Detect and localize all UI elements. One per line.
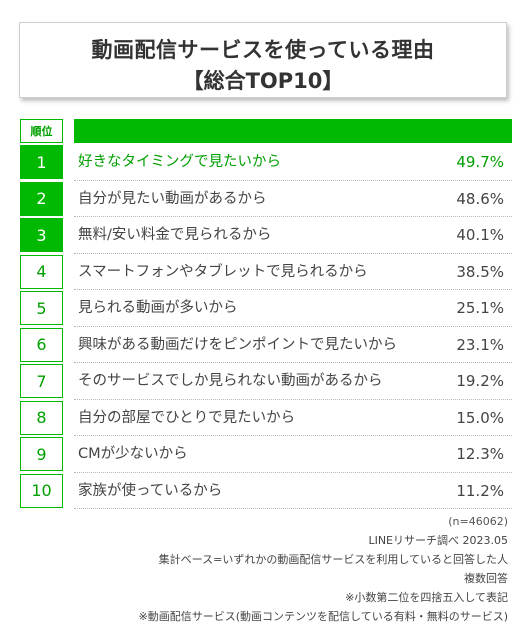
row-divider xyxy=(74,362,512,363)
rank-cell: 3 xyxy=(20,218,63,252)
reason-label: 自分の部屋でひとりで見たいから xyxy=(78,409,296,426)
table-row: 2 自分が見たい動画があるから 48.6% xyxy=(20,181,512,219)
chart-subtitle: 【総合TOP10】 xyxy=(182,69,344,93)
row-divider xyxy=(74,252,512,254)
percent-value: 11.2% xyxy=(456,481,504,500)
rank-cell: 1 xyxy=(20,145,63,179)
table-body: 1 好きなタイミングで見たいから 49.7% 2 自分が見たい動画があるから 48.6% 3… xyxy=(20,145,512,510)
rank-header: 順位 xyxy=(20,119,63,143)
row-divider xyxy=(74,398,512,400)
row-divider xyxy=(74,216,512,217)
table-row: 5 見られる動画が多いから 25.1% xyxy=(20,291,512,328)
definition-note: ※動画配信サービス(動画コンテンツを配信している有料・無料のサービス) xyxy=(138,610,508,623)
table-row: 8 自分の部屋でひとりで見たいから 15.0% xyxy=(20,400,512,438)
table-row: 3 無料/安い料金で見られるから 40.1% xyxy=(20,218,512,255)
notes: (n=46062) LINEリサーチ調べ 2023.05 集計ベース=いずれかの… xyxy=(139,512,508,626)
percent-value: 38.5% xyxy=(456,262,504,281)
table-row: 7 そのサービスでしか見られない動画があるから 19.2% xyxy=(20,364,512,401)
reason-label: そのサービスでしか見られない動画があるから xyxy=(78,373,383,389)
percent-value: 15.0% xyxy=(456,408,504,427)
reason-label: 家族が使っているから xyxy=(78,482,223,499)
percent-value: 23.1% xyxy=(456,335,504,354)
rank-cell: 2 xyxy=(20,181,63,216)
percent-value: 48.6% xyxy=(456,189,504,208)
percent-value: 49.7% xyxy=(456,153,504,171)
table-header: 順位 xyxy=(20,119,512,145)
rounding-note: ※小数第二位を四捨五入して表記 xyxy=(345,591,508,604)
chart-title: 動画配信サービスを使っている理由 xyxy=(91,38,435,62)
row-divider xyxy=(74,179,512,181)
title-box: 動画配信サービスを使っている理由 【総合TOP10】 xyxy=(19,22,507,98)
percent-value: 40.1% xyxy=(456,226,504,244)
reason-label: 自分が見たい動画があるから xyxy=(78,190,267,207)
rank-cell: 5 xyxy=(20,291,63,325)
percent-value: 25.1% xyxy=(456,299,504,317)
rank-cell: 4 xyxy=(20,254,63,289)
percent-value: 12.3% xyxy=(456,445,504,463)
multi-answer-note: 複数回答 xyxy=(464,572,508,585)
rank-cell: 9 xyxy=(20,437,63,471)
reason-label: 好きなタイミングで見たいから xyxy=(78,154,281,170)
rank-cell: 8 xyxy=(20,400,63,435)
table-row: 10 家族が使っているから 11.2% xyxy=(20,473,512,511)
table-row: 4 スマートフォンやタブレットで見られるから 38.5% xyxy=(20,254,512,292)
row-divider xyxy=(74,325,512,327)
table-row: 1 好きなタイミングで見たいから 49.7% xyxy=(20,145,512,182)
row-divider xyxy=(74,508,512,509)
row-divider xyxy=(74,435,512,436)
reason-label: 無料/安い料金で見られるから xyxy=(78,227,272,243)
reason-label: CMが少ないから xyxy=(78,446,188,462)
reason-label: 興味がある動画だけをピンポイントで見たいから xyxy=(78,336,397,353)
reason-label: スマートフォンやタブレットで見られるから xyxy=(78,263,368,280)
base-note: 集計ベース=いずれかの動画配信サービスを利用していると回答した人 xyxy=(158,553,508,566)
ranking-table: 順位 1 好きなタイミングで見たいから 49.7% 2 自分が見たい動画があるから 48.… xyxy=(20,119,512,510)
row-divider xyxy=(74,471,512,473)
percent-value: 19.2% xyxy=(456,372,504,390)
rank-cell: 7 xyxy=(20,364,63,398)
rank-cell: 6 xyxy=(20,327,63,362)
reason-label: 見られる動画が多いから xyxy=(78,300,238,316)
source-note: LINEリサーチ調べ 2023.05 xyxy=(368,534,508,547)
rank-cell: 10 xyxy=(20,473,63,508)
row-divider xyxy=(74,289,512,290)
table-row: 6 興味がある動画だけをピンポイントで見たいから 23.1% xyxy=(20,327,512,365)
table-row: 9 CMが少ないから 12.3% xyxy=(20,437,512,474)
sample-size: (n=46062) xyxy=(448,515,508,528)
header-bar xyxy=(74,119,512,143)
